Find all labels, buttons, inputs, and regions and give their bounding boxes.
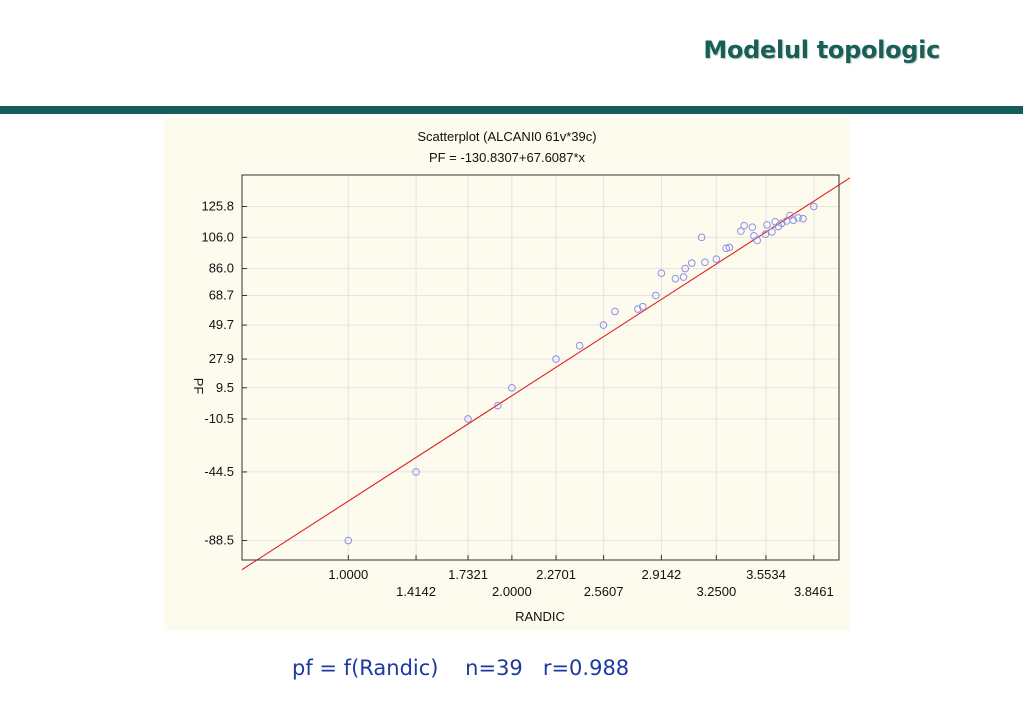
data-point [464, 415, 472, 423]
data-points [344, 202, 818, 545]
chart-subtitle: PF = -130.8307+67.6087*x [429, 150, 586, 165]
y-tick-label: 9.5 [216, 380, 234, 395]
x-tick-label: 1.4142 [396, 584, 436, 599]
data-point [771, 217, 780, 226]
data-point [508, 383, 516, 392]
scatter-chart: 125.8 106.0 86.0 68.7 49.7 27.9 9.5 -10.5 -44.5 -… [191, 129, 850, 624]
chart-panel: 125.8 106.0 86.0 68.7 49.7 27.9 9.5 -10.5 -44.5 -… [164, 118, 850, 631]
data-point [494, 401, 502, 410]
data-point [652, 291, 660, 300]
data-point [799, 214, 807, 223]
data-point [737, 227, 745, 235]
data-point [657, 269, 666, 277]
data-point [412, 468, 420, 476]
x-tick-label: 1.7321 [448, 567, 488, 582]
data-point [794, 214, 802, 222]
x-axis-label: RANDIC [515, 609, 565, 624]
x-tick-label: 1.0000 [328, 567, 368, 582]
y-tick-label: 27.9 [209, 351, 234, 366]
caption: pf = f(Randic) n=39 r=0.988 [292, 656, 630, 680]
data-point [810, 202, 818, 211]
y-axis-label: PF [191, 378, 206, 395]
x-tick-label: 2.9142 [642, 567, 682, 582]
data-point [679, 273, 688, 281]
data-point [575, 341, 584, 350]
slide-title: Modelul topologic [703, 36, 940, 64]
data-point [671, 274, 680, 283]
data-point [763, 221, 771, 229]
data-point [552, 355, 560, 363]
y-tick-label: 86.0 [209, 261, 234, 276]
y-tick-label: 106.0 [201, 229, 234, 244]
data-point [753, 236, 762, 245]
data-point [712, 255, 721, 263]
data-point [599, 321, 608, 329]
data-point [748, 223, 757, 232]
data-point [722, 244, 730, 253]
data-point [681, 264, 690, 273]
data-point [611, 307, 619, 316]
data-point [344, 536, 353, 545]
title-rule [0, 106, 1023, 114]
plot-frame [241, 174, 840, 561]
regression-line-layer [241, 177, 850, 571]
data-point [768, 228, 776, 236]
data-point [777, 219, 786, 228]
x-tick-label: 2.0000 [492, 584, 532, 599]
data-point [740, 221, 748, 230]
data-point [634, 305, 642, 313]
chart-title: Scatterplot (ALCANI0 61v*39c) [417, 129, 596, 144]
y-tick-label: 49.7 [209, 317, 234, 332]
y-tick-label: -44.5 [204, 464, 234, 479]
data-point [697, 233, 706, 242]
x-tick-label: 3.2500 [696, 584, 736, 599]
y-tick-label: 68.7 [209, 287, 234, 302]
tick-labels: 125.8 106.0 86.0 68.7 49.7 27.9 9.5 -10.5 -44.5 -… [201, 198, 833, 599]
data-point [638, 302, 647, 311]
regression-line [241, 177, 850, 571]
grid-lines [242, 175, 839, 560]
data-point [786, 211, 794, 220]
x-tick-label: 2.2701 [536, 567, 576, 582]
data-point [687, 259, 696, 267]
data-point [701, 258, 709, 267]
data-point [725, 243, 734, 252]
y-tick-label: -88.5 [204, 533, 234, 548]
x-tick-label: 3.5534 [746, 567, 786, 582]
data-point [750, 231, 758, 240]
x-tick-label: 2.5607 [584, 584, 624, 599]
y-tick-label: 125.8 [201, 198, 234, 213]
y-tick-label: -10.5 [204, 411, 234, 426]
x-tick-label: 3.8461 [794, 584, 834, 599]
data-point [761, 230, 770, 239]
